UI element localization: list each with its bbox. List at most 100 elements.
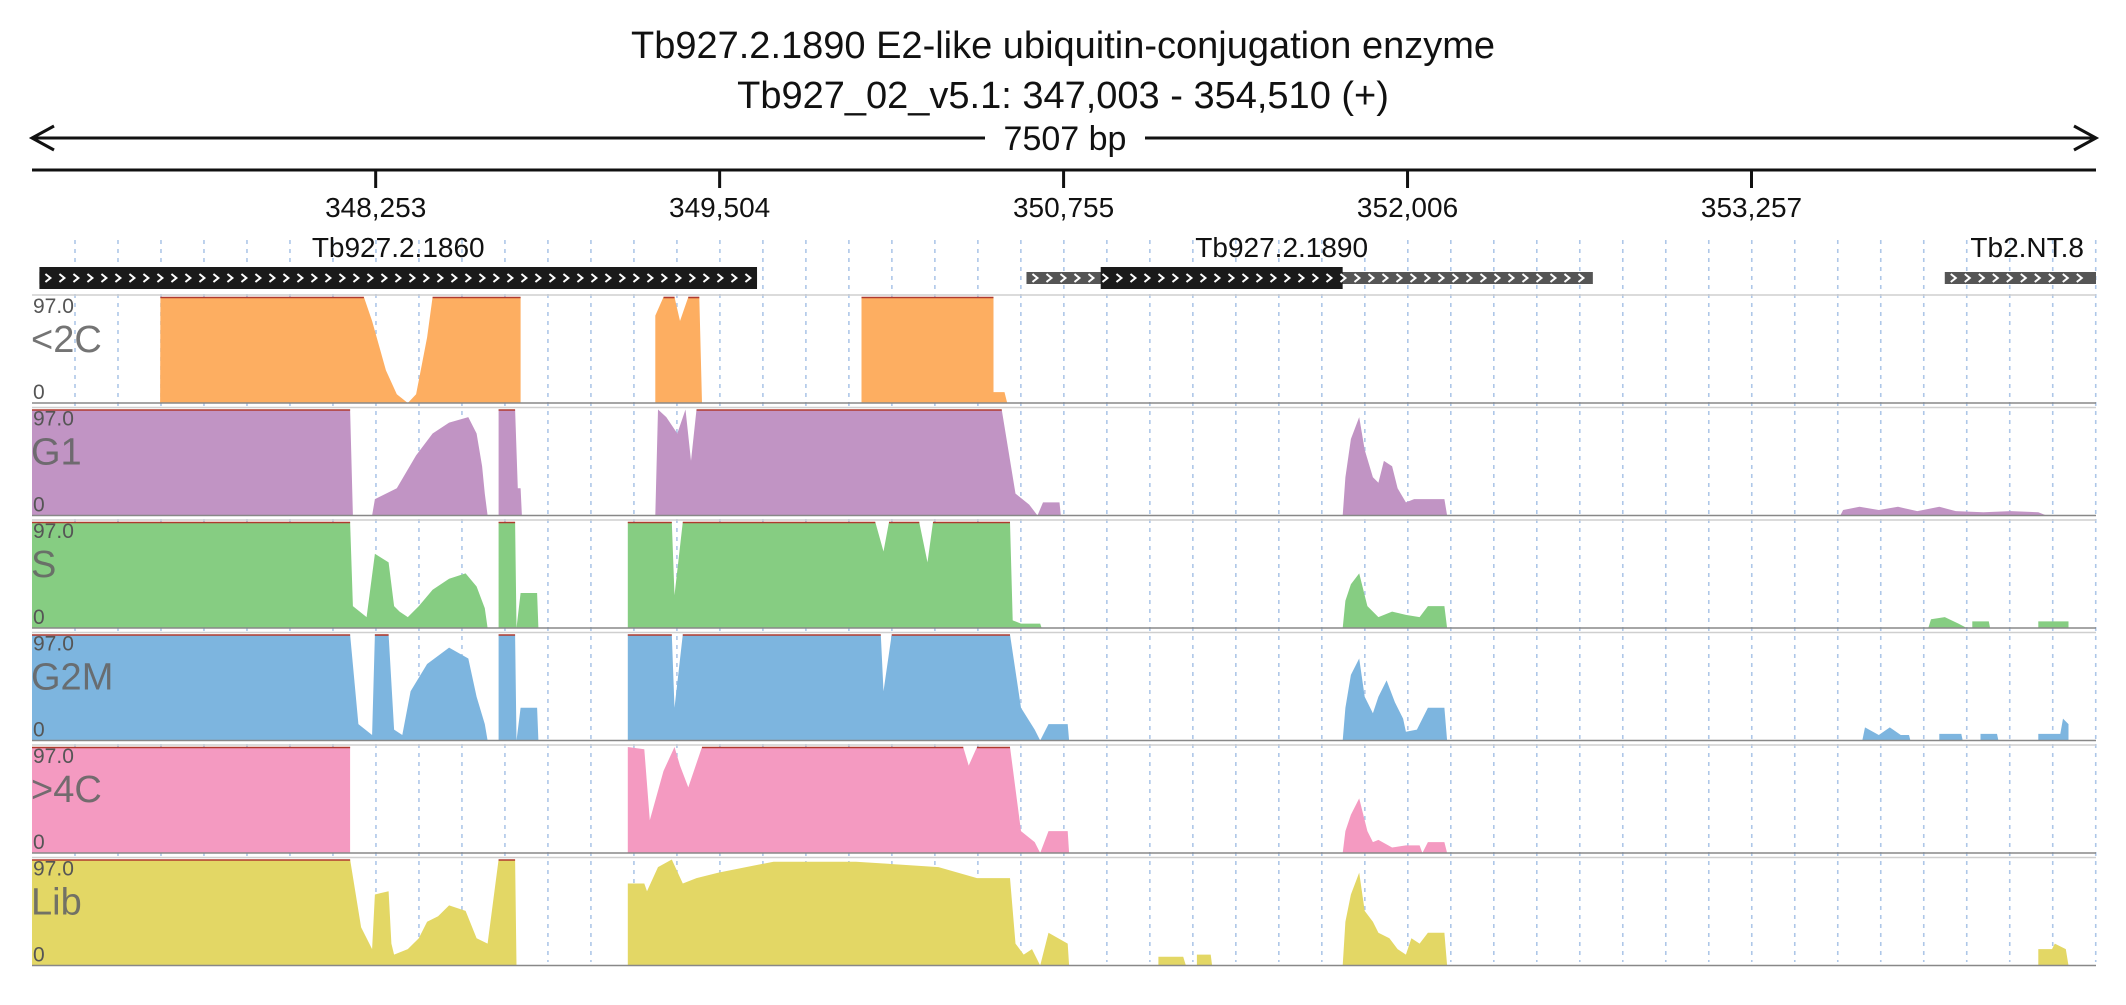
strand-chevron (716, 273, 725, 283)
strand-chevron (240, 273, 249, 283)
x-tick-label-4: 353,257 (1701, 192, 1802, 223)
strand-chevron (1423, 273, 1432, 283)
strand-chevron (1339, 273, 1348, 283)
strand-chevron (86, 273, 95, 283)
strand-chevron (268, 273, 277, 283)
coverage-area-5 (32, 859, 2096, 966)
strand-chevron (2048, 273, 2056, 283)
strand-chevron (1143, 273, 1152, 283)
strand-chevron (324, 273, 333, 283)
coverage-area-1 (32, 409, 2096, 516)
strand-chevron (604, 273, 613, 283)
gene-strand-0 (44, 273, 753, 283)
strand-chevron (1045, 273, 1054, 283)
strand-chevron (2020, 273, 2028, 283)
x-tick-label-1: 349,504 (669, 192, 770, 223)
strand-chevron (464, 273, 473, 283)
strand-chevron (478, 273, 487, 283)
strand-chevron (590, 273, 599, 283)
strand-chevron (1353, 273, 1362, 283)
x-axis-ticks: 348,253 349,504 350,755 352,006 353,257 (325, 170, 1802, 223)
strand-chevron (646, 273, 655, 283)
strand-chevron (688, 273, 697, 283)
x-tick-label-2: 350,755 (1013, 192, 1114, 223)
strand-chevron (1549, 273, 1558, 283)
strand-chevron (1577, 273, 1586, 283)
span-arrowhead-right (2073, 124, 2100, 152)
y-min-label-5: 0 (33, 944, 45, 967)
strand-chevron (1171, 273, 1180, 283)
strand-chevron (1395, 273, 1404, 283)
coverage-track-5: 97.0 0 Lib (31, 856, 2096, 967)
coverage-tracks: 97.00<2C97.00G197.00S97.00G2M97.00>4C97.… (31, 294, 2096, 967)
track-label-2: S (31, 544, 56, 586)
gene-cds-0 (39, 267, 758, 289)
strand-chevron (1157, 273, 1166, 283)
strand-chevron (1521, 273, 1530, 283)
strand-chevron (366, 273, 375, 283)
track-label-3: G2M (31, 657, 113, 699)
strand-chevron (1465, 273, 1474, 283)
strand-chevron (674, 273, 683, 283)
strand-chevron (1381, 273, 1390, 283)
strand-chevron (562, 273, 571, 283)
gene-strand-1 (1031, 273, 1586, 283)
strand-chevron (1199, 273, 1208, 283)
strand-chevron (1101, 273, 1110, 283)
strand-chevron (1535, 273, 1544, 283)
strand-chevron (534, 273, 543, 283)
strand-chevron (576, 273, 585, 283)
strand-chevron (2006, 273, 2014, 283)
y-max-label-3: 97.0 (33, 633, 74, 656)
strand-chevron (618, 273, 627, 283)
strand-chevron (72, 273, 81, 283)
strand-chevron (1227, 273, 1236, 283)
strand-chevron (1992, 273, 2000, 283)
span-ruler: 7507 bp (28, 120, 2100, 158)
gene-label-0: Tb927.2.1860 (312, 232, 485, 263)
track-label-5: Lib (31, 882, 82, 924)
strand-chevron (1409, 273, 1418, 283)
strand-chevron (254, 273, 263, 283)
strand-chevron (730, 273, 739, 283)
strand-chevron (702, 273, 711, 283)
strand-chevron (198, 273, 207, 283)
y-max-label-5: 97.0 (33, 858, 74, 881)
y-min-label-0: 0 (33, 381, 45, 404)
strand-chevron (282, 273, 291, 283)
strand-chevron (1073, 273, 1082, 283)
y-min-label-3: 0 (33, 719, 45, 742)
strand-chevron (352, 273, 361, 283)
strand-chevron (184, 273, 193, 283)
x-tick-label-3: 352,006 (1357, 192, 1458, 223)
span-label: 7507 bp (1004, 120, 1127, 158)
strand-chevron (44, 273, 53, 283)
strand-chevron (2076, 273, 2084, 283)
strand-chevron (296, 273, 305, 283)
track-label-1: G1 (31, 432, 82, 474)
strand-chevron (156, 273, 165, 283)
coverage-track-0: 97.0 0 <2C (31, 294, 2096, 404)
strand-chevron (128, 273, 137, 283)
strand-chevron (1325, 273, 1334, 283)
chart-title: Tb927.2.1890 E2-like ubiquitin-conjugati… (631, 25, 1495, 67)
track-label-0: <2C (31, 319, 102, 361)
gene-strand-2 (1950, 273, 2084, 283)
gene-utr-2 (1944, 272, 2096, 284)
strand-chevron (1087, 273, 1096, 283)
strand-chevron (1185, 273, 1194, 283)
coverage-track-3: 97.0 0 G2M (31, 631, 2096, 742)
strand-chevron (1479, 273, 1488, 283)
coverage-area-2 (32, 522, 2096, 628)
x-tick-label-0: 348,253 (325, 192, 426, 223)
y-max-label-4: 97.0 (33, 745, 74, 768)
strand-chevron (1213, 273, 1222, 283)
strand-chevron (1451, 273, 1460, 283)
strand-chevron (422, 273, 431, 283)
gene-track: Tb927.2.1860 Tb927.2.1890 Tb2.NT.8 (39, 232, 2096, 289)
gene-label-1: Tb927.2.1890 (1195, 232, 1368, 263)
strand-chevron (100, 273, 109, 283)
chart-subtitle: Tb927_02_v5.1: 347,003 - 354,510 (+) (737, 75, 1389, 117)
strand-chevron (1031, 273, 1040, 283)
